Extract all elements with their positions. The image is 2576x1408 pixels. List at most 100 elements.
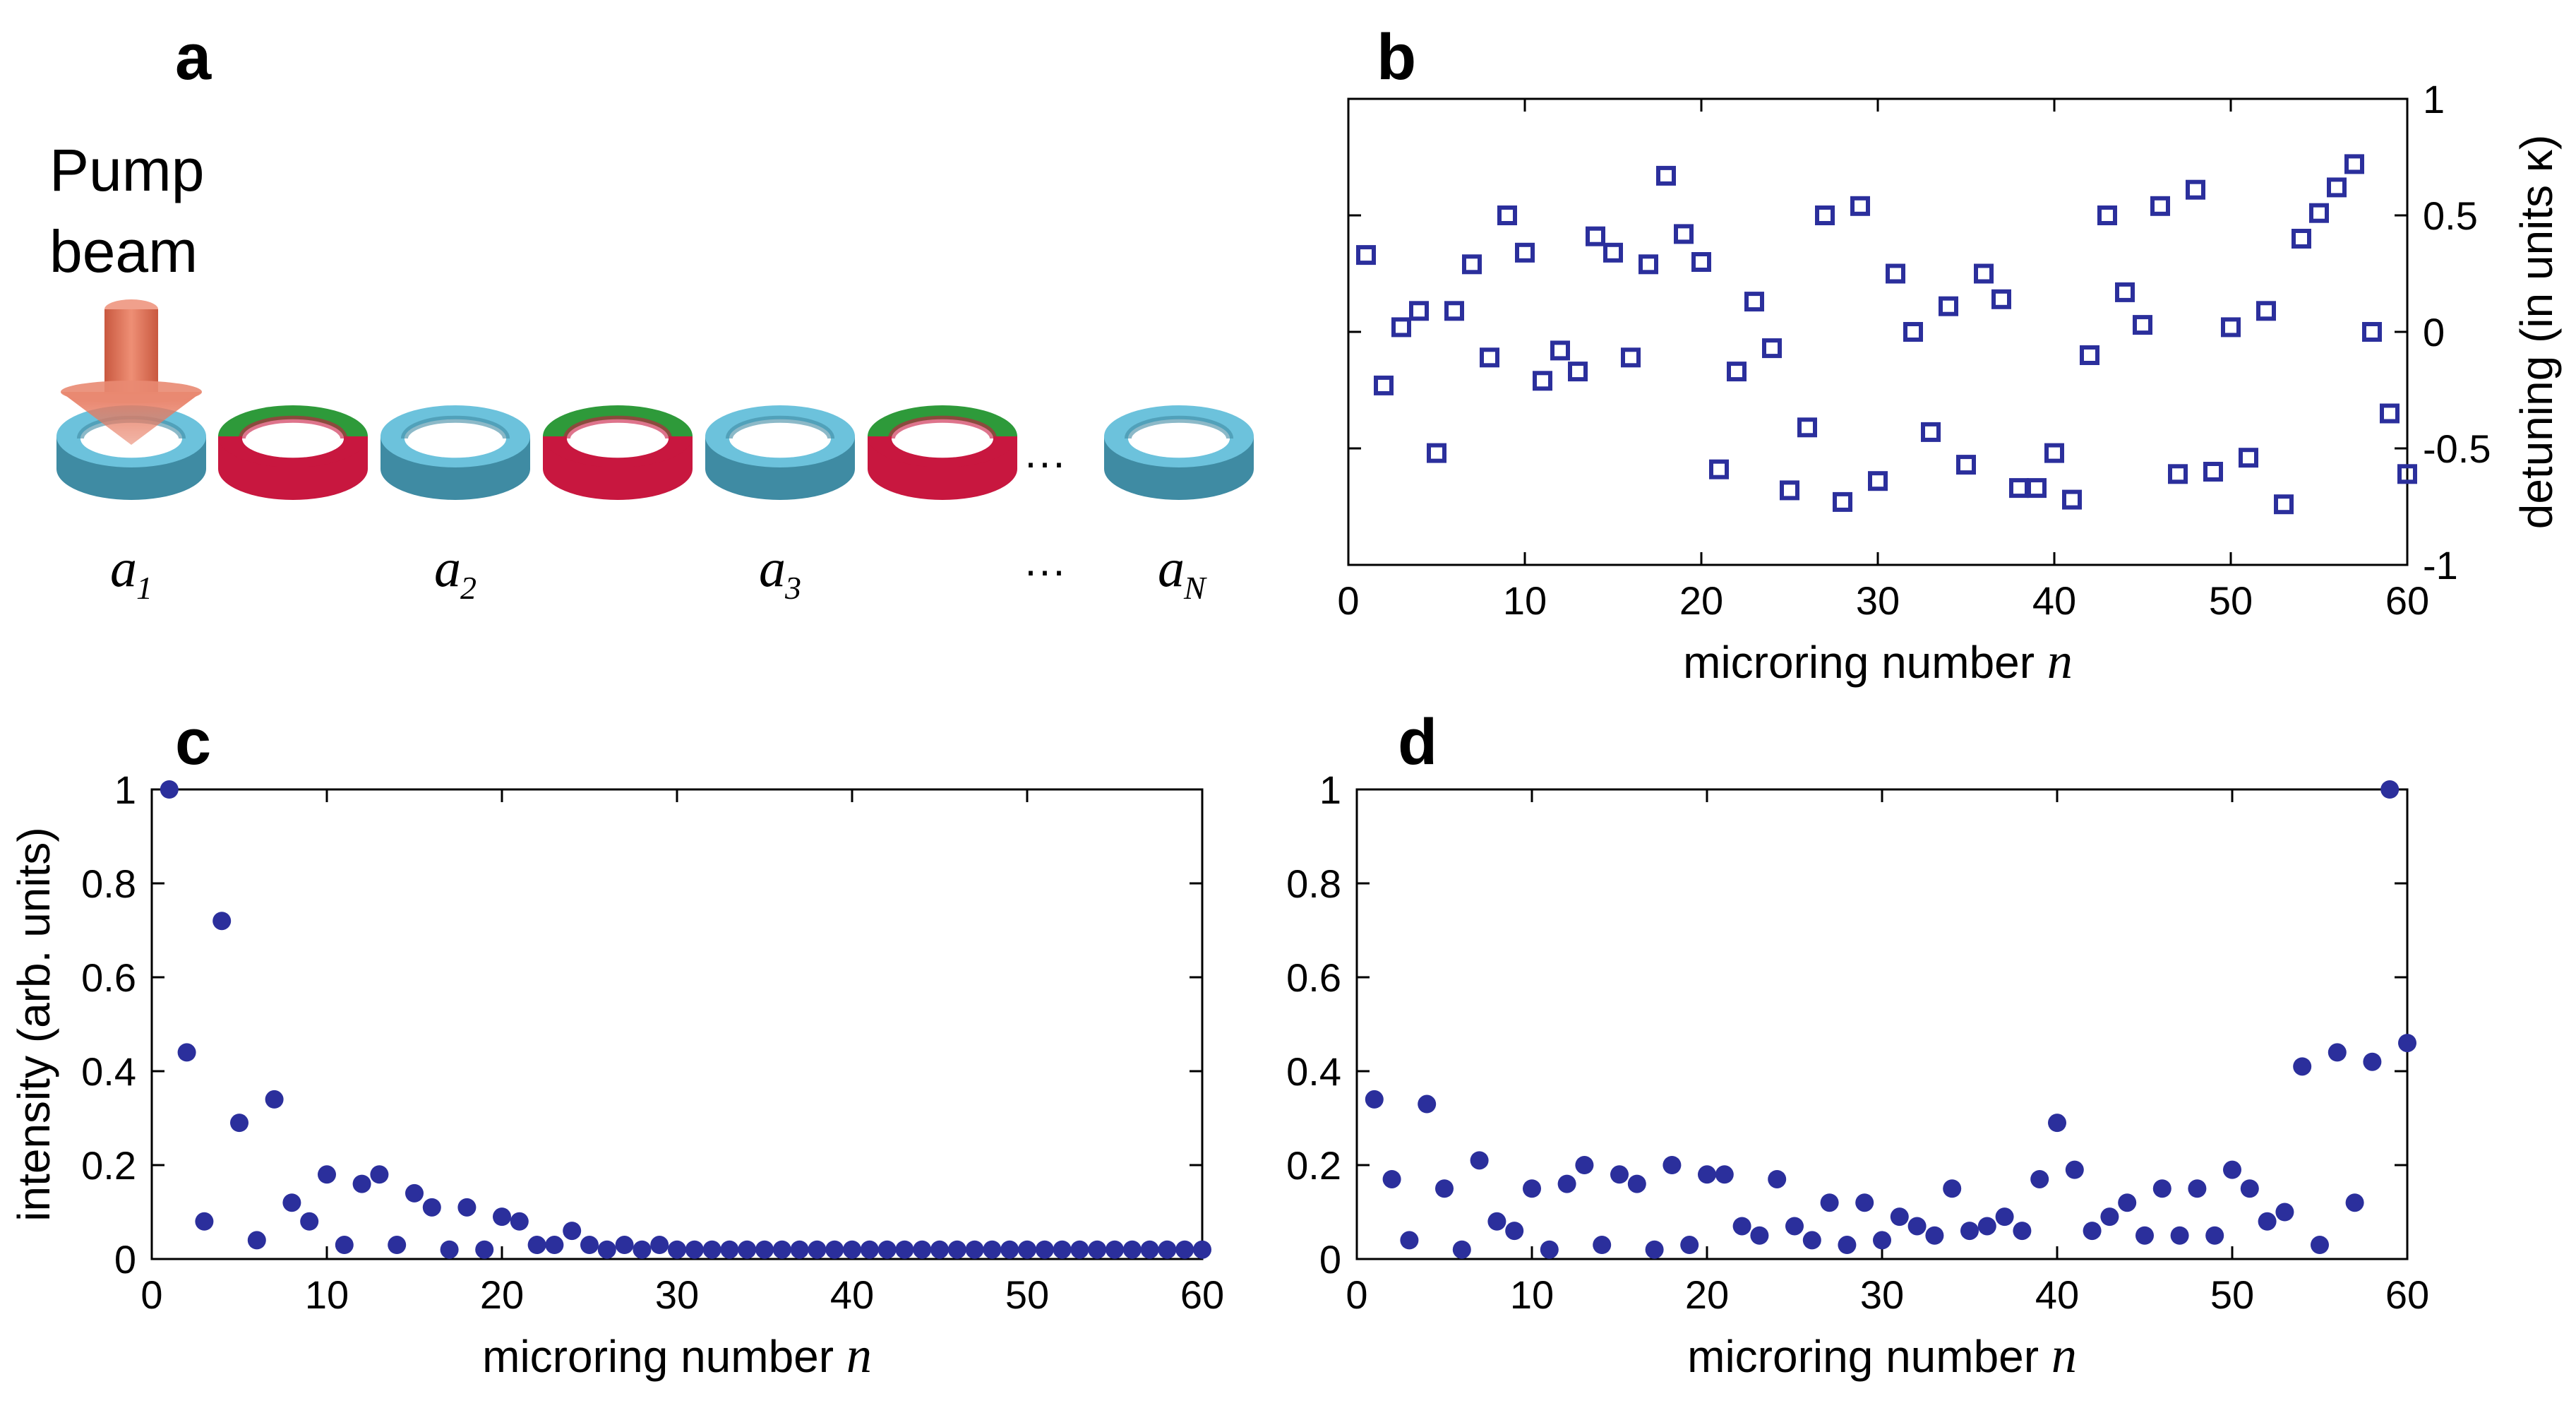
data-point xyxy=(2292,229,2311,249)
link-ring xyxy=(868,405,1017,500)
ring-inner-wall xyxy=(400,415,510,439)
data-point xyxy=(2048,1114,2066,1133)
ring-inner-wall xyxy=(887,415,998,439)
x-tick-label: 50 xyxy=(1005,1272,1049,1317)
pump-label-line2: beam xyxy=(49,218,198,285)
data-point xyxy=(1907,1217,1927,1236)
chart-b-detuning: 0 10 20 30 40 50 60 1 0.5 0 -0.5 -1 microring number… xyxy=(1337,77,2562,689)
data-point xyxy=(650,1236,669,1255)
panel-letter-b: b xyxy=(1377,21,1416,93)
data-point xyxy=(1575,1156,1594,1174)
data-point xyxy=(1409,301,1429,321)
ring-label: a xyxy=(110,539,137,598)
data-point xyxy=(1850,196,1870,216)
ring-label-subscript: 3 xyxy=(784,570,801,606)
data-point xyxy=(1568,362,1588,382)
panel-letter-a: a xyxy=(175,21,212,93)
chart-d-intensity: 0 10 20 30 40 50 60 0 0.2 0.4 0.6 0.8 1 microring num… xyxy=(1286,768,2429,1383)
data-point xyxy=(633,1240,652,1259)
ring-label-subscript: 2 xyxy=(460,570,477,606)
data-point xyxy=(1820,1193,1839,1212)
x-axis-label-text: microring number xyxy=(1687,1331,2051,1382)
x-tick-label: 30 xyxy=(655,1272,699,1317)
data-point xyxy=(913,1240,932,1259)
data-point xyxy=(1691,252,1711,272)
data-point xyxy=(2275,1203,2294,1222)
data-point xyxy=(1418,1094,1437,1114)
data-point xyxy=(1550,340,1570,361)
data-point xyxy=(2186,179,2205,200)
data-point xyxy=(318,1165,336,1184)
y-tick-label: -1 xyxy=(2423,543,2458,587)
data-point xyxy=(1480,347,1499,368)
ring-label: a xyxy=(759,539,786,598)
data-point xyxy=(2363,1052,2382,1071)
data-point xyxy=(2168,464,2188,484)
data-point xyxy=(1680,1236,1699,1255)
x-axis-label: microring number n xyxy=(1687,1327,2077,1383)
data-point xyxy=(2328,1043,2347,1062)
data-point xyxy=(790,1240,809,1259)
data-point xyxy=(685,1240,704,1259)
x-tick-label: 20 xyxy=(480,1272,524,1317)
data-point xyxy=(1053,1240,1072,1259)
x-axis-label-var: n xyxy=(2047,633,2073,689)
x-tick-label: 20 xyxy=(1685,1272,1729,1317)
x-tick-label: 50 xyxy=(2209,578,2253,623)
data-point xyxy=(1815,205,1835,225)
x-tick-label: 0 xyxy=(140,1272,162,1317)
ring-inner-wall xyxy=(725,415,835,439)
x-tick-label: 40 xyxy=(2035,1272,2079,1317)
ring-hole xyxy=(891,419,994,458)
data-point xyxy=(1122,1240,1142,1259)
x-tick-label: 60 xyxy=(2385,578,2429,623)
ring-label: a xyxy=(434,539,461,598)
data-point xyxy=(2345,1193,2364,1212)
x-axis-label-text: microring number xyxy=(1683,637,2047,688)
data-point xyxy=(1497,205,1517,225)
y-tick-label: 0.6 xyxy=(81,955,136,1000)
data-point xyxy=(1833,491,1852,512)
data-point xyxy=(2380,780,2400,799)
x-tick-label: 10 xyxy=(305,1272,349,1317)
y-tick-label: 0 xyxy=(1319,1237,1341,1282)
data-point xyxy=(720,1240,739,1259)
data-point xyxy=(1762,338,1782,359)
data-point xyxy=(335,1236,354,1255)
data-point xyxy=(702,1240,721,1259)
data-point xyxy=(1873,1231,1891,1250)
data-point xyxy=(1533,371,1552,391)
data-point xyxy=(1557,1174,1576,1193)
data-point xyxy=(265,1090,284,1109)
x-tick-label: 60 xyxy=(1180,1272,1224,1317)
data-point xyxy=(2150,196,2170,216)
chart-c-intensity: 0 10 20 30 40 50 60 0 0.2 0.4 0.6 0.8 1 microring num… xyxy=(8,768,1224,1383)
data-point xyxy=(2293,1057,2312,1076)
data-point xyxy=(2009,478,2029,499)
y-tick-label: 0.2 xyxy=(81,1143,136,1188)
data-point xyxy=(2221,317,2241,338)
ring-inner-wall xyxy=(1124,415,1234,439)
data-point xyxy=(2027,478,2047,499)
data-point xyxy=(563,1222,582,1241)
y-tick-label: 0.5 xyxy=(2423,193,2478,238)
data-point xyxy=(1523,1179,1541,1198)
plot-frame xyxy=(1347,97,2409,566)
data-point xyxy=(1444,301,1464,321)
data-point xyxy=(1709,459,1729,479)
data-point xyxy=(1106,1240,1124,1259)
data-point xyxy=(1382,1169,1401,1188)
x-axis-label: microring number n xyxy=(1683,633,2073,689)
x-tick-label: 60 xyxy=(2385,1272,2429,1317)
data-point xyxy=(440,1240,459,1259)
data-point xyxy=(300,1212,319,1231)
data-point xyxy=(2309,203,2329,223)
data-point xyxy=(1991,289,2011,309)
data-point xyxy=(808,1240,827,1259)
ellipsis-bottom: ··· xyxy=(1024,547,1066,594)
data-point xyxy=(527,1236,546,1255)
y-tick-label: 0.4 xyxy=(81,1049,136,1094)
y-axis-label: intensity (arb. units) xyxy=(8,827,59,1221)
